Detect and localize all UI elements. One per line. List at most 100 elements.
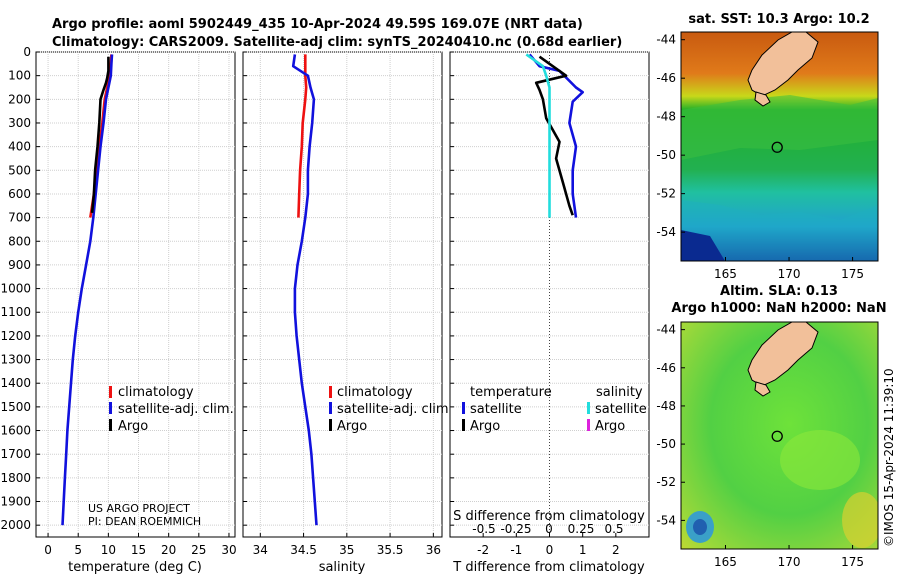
legend-swatch-argo xyxy=(109,419,112,431)
map-x-tick-label: 165 xyxy=(714,555,737,569)
y-tick-label: 1100 xyxy=(0,305,31,319)
sla-yellow-patch xyxy=(842,492,878,548)
salinity-panel-frame xyxy=(242,51,443,538)
legend-label-climatology-2: climatology xyxy=(337,385,413,400)
series-temperature-argo xyxy=(534,55,574,216)
y-tick-label: 2000 xyxy=(0,518,31,532)
x-tick-label: 35.5 xyxy=(377,543,404,557)
sst-map: sat. SST: 10.3 Argo: 10.2 165 170 175 -44 -4… xyxy=(656,12,879,281)
temperature-panel: 0100200300400500600700800900100011001200… xyxy=(0,45,236,575)
map-y-tick-label: -52 xyxy=(656,187,676,201)
x-tick-label: 2 xyxy=(612,543,620,557)
x-tick-label: 1 xyxy=(579,543,587,557)
y-tick-label: 400 xyxy=(8,140,31,154)
sla-argo-marker xyxy=(771,430,783,442)
map-y-tick-label: -54 xyxy=(656,513,676,527)
difference-legend: temperature salinity satellite Argo sate… xyxy=(462,385,647,434)
x-tick-label: 25 xyxy=(191,543,206,557)
series-satellite-adj-clim- xyxy=(61,54,114,526)
y-tick-label: 1400 xyxy=(0,376,31,390)
x-tick-label: 15 xyxy=(131,543,146,557)
sst-land xyxy=(747,32,819,97)
map-y-tick-label: -54 xyxy=(656,225,676,239)
x-tick-label: 0 xyxy=(44,543,52,557)
y-tick-label: 1500 xyxy=(0,400,31,414)
top-x-tick-label: -0.25 xyxy=(500,522,531,536)
legend-swatch-climatology xyxy=(109,386,112,398)
map-y-tick-label: -50 xyxy=(656,148,676,162)
top-x-tick-label: 0.5 xyxy=(604,522,623,536)
sla-light-patch xyxy=(780,430,860,490)
series-satellite-adj-clim- xyxy=(291,54,318,526)
title-line-1: Argo profile: aoml 5902449_435 10-Apr-20… xyxy=(52,17,583,32)
sst-cool-patch xyxy=(681,200,878,261)
title-line-2: Climatology: CARS2009. Satellite-adj cli… xyxy=(52,35,622,50)
map-x-tick-label: 175 xyxy=(841,267,864,281)
legend-label-t-satellite: satellite xyxy=(470,402,522,417)
sst-cold-corner xyxy=(681,230,725,261)
x-tick-label: 5 xyxy=(74,543,82,557)
map-y-tick-label: -44 xyxy=(656,323,676,337)
legend-swatch-s-argo xyxy=(587,419,590,431)
legend-label-argo-2: Argo xyxy=(337,419,367,434)
x-tick-label: 34 xyxy=(253,543,268,557)
sst-map-frame xyxy=(680,31,879,262)
legend-swatch-t-argo xyxy=(462,419,465,431)
sst-warm-patch xyxy=(681,95,878,160)
series-temperature-satellite xyxy=(528,53,584,218)
legend-swatch-argo-2 xyxy=(329,419,332,431)
y-tick-label: 1300 xyxy=(0,353,31,367)
y-tick-label: 800 xyxy=(8,234,31,248)
imos-stamp: ©IMOS 15-Apr-2024 11:39:10 xyxy=(882,368,896,547)
x-tick-label: -2 xyxy=(477,543,489,557)
sla-blue-eddy-core xyxy=(693,519,707,535)
map-y-tick-label: -44 xyxy=(656,33,676,47)
y-tick-label: 0 xyxy=(23,45,31,59)
map-y-tick-label: -48 xyxy=(656,399,676,413)
legend-header-temperature: temperature xyxy=(470,385,552,400)
x-tick-label: 0 xyxy=(546,543,554,557)
legend-swatch-satellite-2 xyxy=(329,402,332,414)
x-tick-label: 36 xyxy=(426,543,441,557)
x-tick-label: 10 xyxy=(101,543,116,557)
difference-xlabel: T difference from climatology xyxy=(452,560,645,575)
legend-label-s-satellite: satellite xyxy=(595,402,647,417)
legend-label-argo: Argo xyxy=(118,419,148,434)
temperature-legend: climatology satellite-adj. clim. Argo xyxy=(109,385,234,434)
y-tick-label: 1200 xyxy=(0,329,31,343)
x-tick-label: 34.5 xyxy=(290,543,317,557)
map-x-tick-label: 175 xyxy=(841,555,864,569)
map-y-tick-label: -48 xyxy=(656,110,676,124)
y-tick-label: 1900 xyxy=(0,495,31,509)
map-x-tick-label: 165 xyxy=(714,267,737,281)
y-tick-label: 600 xyxy=(8,187,31,201)
x-tick-label: 30 xyxy=(221,543,236,557)
legend-header-salinity: salinity xyxy=(596,385,643,400)
map-x-tick-label: 170 xyxy=(778,267,801,281)
sla-map-title-1: Altim. SLA: 0.13 xyxy=(720,284,838,299)
legend-swatch-satellite xyxy=(109,402,112,414)
map-y-tick-label: -52 xyxy=(656,475,676,489)
legend-swatch-t-satellite xyxy=(462,402,465,414)
legend-swatch-s-satellite xyxy=(587,402,590,414)
y-tick-label: 1800 xyxy=(0,471,31,485)
salinity-xlabel: salinity xyxy=(319,560,366,575)
top-x-tick-label: -0.5 xyxy=(472,522,495,536)
y-tick-label: 1000 xyxy=(0,282,31,296)
y-tick-label: 500 xyxy=(8,163,31,177)
legend-label-climatology: climatology xyxy=(118,385,194,400)
top-x-tick-label: 0 xyxy=(545,522,553,536)
temperature-xlabel: temperature (deg C) xyxy=(68,560,202,575)
legend-label-s-argo: Argo xyxy=(595,419,625,434)
sla-map-title-2: Argo h1000: NaN h2000: NaN xyxy=(671,301,886,316)
series-salinity-satellite xyxy=(525,53,551,218)
sla-land-south xyxy=(754,381,771,397)
y-tick-label: 1700 xyxy=(0,447,31,461)
x-tick-label: 35 xyxy=(339,543,354,557)
top-x-tick-label: 0.25 xyxy=(568,522,595,536)
legend-label-satellite-2: satellite-adj. clim. xyxy=(337,402,453,417)
sla-map-frame xyxy=(680,321,879,550)
y-tick-label: 100 xyxy=(8,69,31,83)
map-y-tick-label: -46 xyxy=(656,361,676,375)
